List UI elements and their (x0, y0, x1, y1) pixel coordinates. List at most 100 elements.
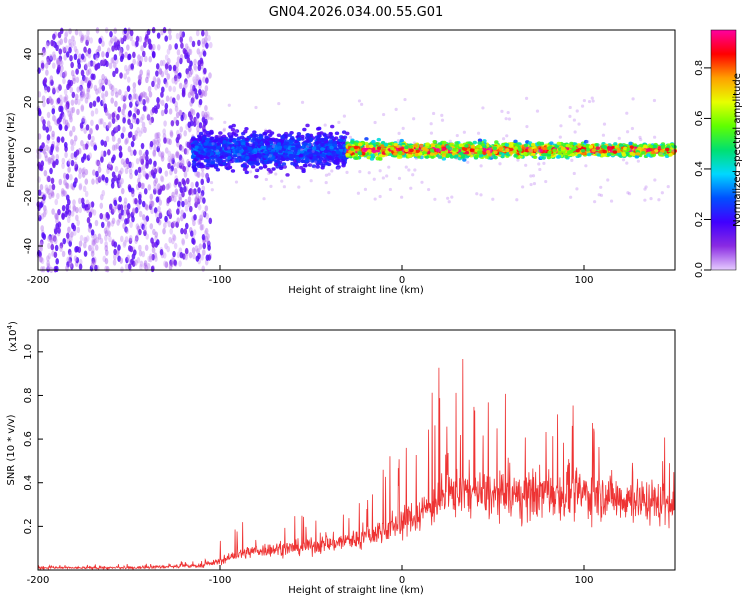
spectrogram-cell (113, 248, 117, 256)
spectrogram-cell (70, 159, 75, 167)
spectrogram-cell (128, 237, 133, 245)
spectrogram-cell (192, 219, 196, 227)
spectrogram-cell (193, 58, 197, 66)
spectrogram-cell (59, 60, 64, 67)
spectrogram-cell (56, 97, 61, 104)
spectrogram-cell (285, 157, 290, 162)
spectrogram-cell (104, 257, 109, 265)
spectrogram-cell (472, 140, 478, 145)
spectrogram-cell (118, 145, 123, 152)
spectrogram-cell (276, 142, 282, 147)
spectrogram-cell (230, 127, 236, 132)
spectrogram-cell (99, 193, 104, 201)
spectrogram-cell (152, 150, 157, 158)
spectrogram-cell (194, 197, 199, 205)
spectrogram-cell (292, 151, 298, 155)
spectrogram-cell (209, 129, 214, 134)
spectrogram-cell (378, 157, 383, 161)
spectrogram-cell (107, 221, 111, 229)
spectrogram-cell (136, 257, 141, 264)
spectrogram-cell (201, 30, 205, 37)
spectrogram-cell (74, 28, 79, 36)
spectrogram-cell (185, 68, 190, 75)
spectrogram-cell (133, 106, 138, 113)
spectrogram-cell (45, 42, 50, 49)
spectrogram-cell (78, 85, 83, 92)
spectrogram-cell (95, 88, 99, 95)
spectrogram-cell (123, 201, 127, 208)
spectrogram-cell (197, 39, 201, 47)
spectrogram-cell (114, 125, 119, 132)
spectrogram-cell (137, 79, 142, 86)
spectrogram-cell (113, 174, 118, 182)
spectrogram-cell (271, 167, 276, 171)
spectrogram-cell (51, 62, 56, 69)
spectrogram-cell (69, 54, 73, 62)
spectrogram-cell (90, 247, 95, 254)
spectrogram-cell (119, 235, 124, 243)
spectrogram-cell (323, 149, 328, 154)
spectrogram-cell (37, 91, 42, 98)
spectrogram-cell (143, 91, 148, 99)
spectrogram-cell (164, 102, 169, 110)
spectrogram-cell (181, 239, 186, 246)
spectrogram-cell (144, 244, 149, 251)
spectrogram-cell (64, 45, 69, 52)
spectrogram-cell (67, 166, 71, 173)
spectrogram-cell (44, 155, 49, 162)
spectrogram-cell (148, 203, 153, 211)
spectrogram-cell (185, 165, 190, 173)
spectrogram-cell (206, 238, 211, 246)
spectrogram-cell (70, 182, 74, 190)
spectrogram-cell (204, 85, 209, 92)
spectrogram-cell (164, 68, 169, 76)
spectrogram-cell (219, 155, 224, 159)
spectrogram-cell (47, 158, 52, 165)
spectrogram-cell (122, 95, 127, 102)
spectrogram-cell (118, 213, 122, 220)
spectrogram-cell (102, 255, 107, 263)
spectrogram-cell (160, 152, 164, 159)
spectrogram-cell (188, 187, 193, 195)
spectrogram-cell (168, 108, 173, 115)
spectrogram-cell (87, 47, 92, 55)
spectrogram-cell (128, 168, 133, 175)
spectrogram-cell (613, 142, 618, 146)
spectrogram-cell (116, 219, 120, 226)
spectrogram-cell (80, 69, 85, 77)
spectrogram-cell (169, 131, 174, 138)
spectrogram-cell (277, 145, 283, 150)
spectrogram-cell (302, 127, 307, 132)
spectrogram-cell (75, 206, 79, 214)
spectrogram-cell (260, 145, 265, 150)
spectrogram-cell (111, 217, 116, 225)
spectrogram-cell (64, 182, 69, 189)
spectrogram-cell (40, 266, 44, 273)
spectrogram-cell (87, 61, 92, 68)
spectrogram-cell (113, 54, 118, 61)
spectrogram-cell (323, 133, 328, 138)
spectrogram-cell (370, 153, 375, 157)
spectrogram-cell (127, 263, 132, 270)
spectrogram-cell (105, 266, 110, 273)
spectrogram-cell (297, 149, 302, 153)
spectrogram-cell (156, 97, 160, 104)
spectrogram-cell (153, 207, 158, 214)
spectrogram-cell (141, 250, 146, 258)
spectrogram-cell (124, 263, 129, 270)
spectrogram-cell (40, 62, 45, 69)
spectrogram-cell (276, 156, 281, 161)
spectrogram-cell (127, 118, 131, 125)
spectrogram-cell (112, 259, 117, 266)
spectrogram-cell (292, 147, 297, 151)
spectrogram-cell (397, 151, 403, 155)
spectrogram-cell (318, 157, 324, 161)
spectrogram-cell (51, 86, 56, 93)
spectrogram-cell (163, 222, 167, 229)
spectrogram-cell (184, 205, 189, 212)
spectrogram-cell (158, 199, 163, 206)
spectrogram-cell (198, 243, 203, 250)
spectrogram-cell (228, 125, 233, 129)
spectrogram-cell (125, 68, 130, 75)
spectrogram-cell (91, 261, 95, 268)
